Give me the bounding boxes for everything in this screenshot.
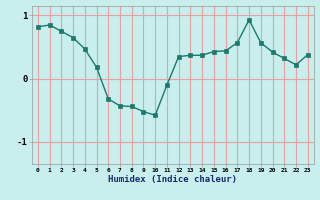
X-axis label: Humidex (Indice chaleur): Humidex (Indice chaleur) [108,175,237,184]
